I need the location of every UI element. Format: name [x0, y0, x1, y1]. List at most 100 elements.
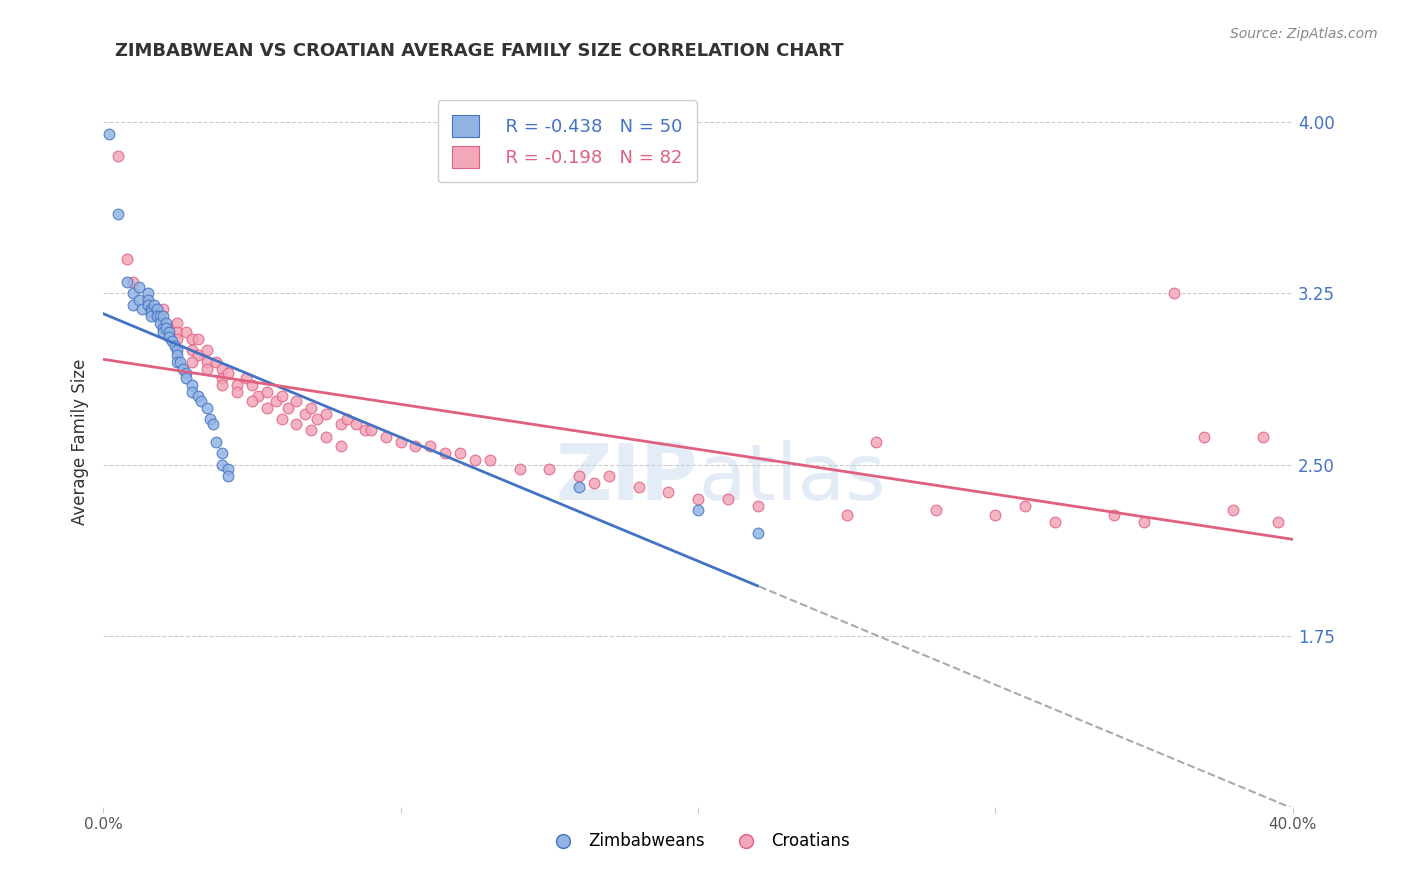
Point: [202, 417, 225, 431]
Point: [157, 325, 180, 339]
Point: [115, 252, 138, 267]
Point: [181, 377, 204, 392]
Point: [419, 439, 441, 453]
Point: [374, 430, 396, 444]
Point: [149, 310, 172, 324]
Point: [449, 446, 471, 460]
Point: [330, 439, 353, 453]
Point: [1133, 515, 1156, 529]
Point: [142, 298, 165, 312]
Point: [434, 446, 457, 460]
Point: [217, 469, 239, 483]
Point: [190, 393, 212, 408]
Point: [925, 503, 948, 517]
Point: [211, 377, 233, 392]
Point: [226, 377, 249, 392]
Point: [136, 298, 159, 312]
Point: [464, 453, 486, 467]
Point: [145, 310, 167, 324]
Point: [211, 361, 233, 376]
Point: [187, 389, 209, 403]
Point: [299, 423, 322, 437]
Point: [354, 423, 377, 437]
Point: [1192, 430, 1215, 444]
Point: [264, 393, 287, 408]
Text: ZIP: ZIP: [555, 441, 697, 516]
Point: [200, 412, 222, 426]
Point: [582, 475, 605, 490]
Point: [166, 355, 188, 369]
Point: [240, 393, 263, 408]
Point: [195, 343, 218, 358]
Point: [195, 401, 218, 415]
Legend:   R = -0.438   N = 50,   R = -0.198   N = 82: R = -0.438 N = 50, R = -0.198 N = 82: [437, 100, 696, 182]
Point: [145, 302, 167, 317]
Point: [336, 412, 359, 426]
Point: [246, 389, 269, 403]
Point: [389, 434, 412, 449]
Point: [270, 412, 292, 426]
Point: [155, 316, 177, 330]
Point: [169, 355, 191, 369]
Point: [139, 310, 162, 324]
Point: [984, 508, 1007, 522]
Point: [195, 355, 218, 369]
Point: [270, 389, 292, 403]
Point: [217, 462, 239, 476]
Y-axis label: Average Family Size: Average Family Size: [72, 359, 89, 525]
Point: [285, 393, 308, 408]
Point: [187, 332, 209, 346]
Point: [205, 434, 228, 449]
Point: [181, 332, 204, 346]
Point: [657, 485, 679, 500]
Point: [152, 320, 174, 334]
Point: [1014, 499, 1036, 513]
Point: [226, 384, 249, 399]
Point: [1163, 286, 1185, 301]
Point: [155, 320, 177, 334]
Point: [360, 423, 382, 437]
Point: [686, 491, 709, 506]
Point: [717, 491, 740, 506]
Point: [176, 371, 198, 385]
Point: [344, 417, 367, 431]
Point: [145, 310, 167, 324]
Point: [122, 286, 145, 301]
Text: ZIMBABWEAN VS CROATIAN AVERAGE FAMILY SIZE CORRELATION CHART: ZIMBABWEAN VS CROATIAN AVERAGE FAMILY SI…: [115, 42, 844, 60]
Point: [107, 149, 129, 163]
Point: [1104, 508, 1126, 522]
Point: [1222, 503, 1244, 517]
Point: [166, 348, 188, 362]
Point: [166, 343, 188, 358]
Point: [256, 384, 278, 399]
Point: [686, 503, 709, 517]
Point: [181, 343, 204, 358]
Point: [195, 361, 218, 376]
Point: [478, 453, 501, 467]
Point: [1267, 515, 1289, 529]
Text: Source: ZipAtlas.com: Source: ZipAtlas.com: [1230, 27, 1378, 41]
Point: [299, 401, 322, 415]
Point: [315, 408, 337, 422]
Point: [211, 371, 233, 385]
Point: [315, 430, 337, 444]
Point: [115, 275, 138, 289]
Point: [404, 439, 426, 453]
Point: [217, 367, 239, 381]
Point: [157, 330, 180, 344]
Point: [211, 446, 233, 460]
Point: [235, 371, 257, 385]
Point: [131, 302, 153, 317]
Point: [181, 384, 204, 399]
Point: [163, 339, 186, 353]
Point: [152, 302, 174, 317]
Point: [211, 458, 233, 472]
Point: [152, 310, 174, 324]
Point: [568, 480, 591, 494]
Point: [256, 401, 278, 415]
Point: [1043, 515, 1066, 529]
Point: [176, 325, 198, 339]
Point: [598, 469, 620, 483]
Point: [136, 298, 159, 312]
Point: [240, 377, 263, 392]
